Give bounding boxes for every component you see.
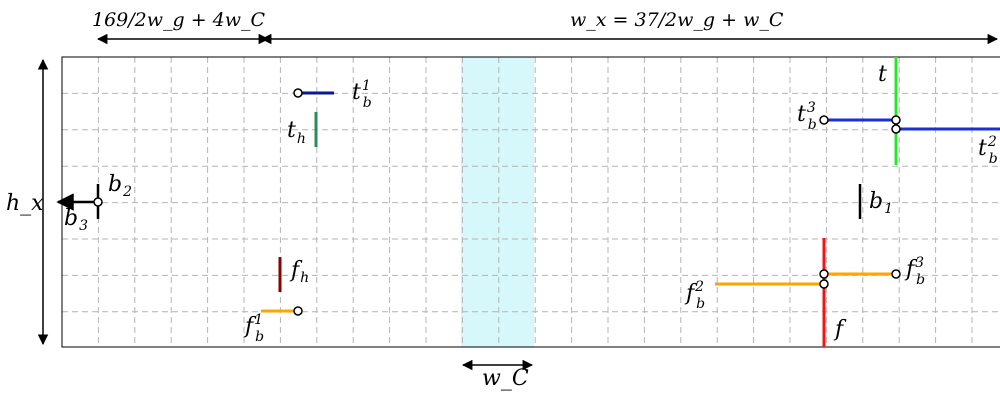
pin-f-2 — [819, 279, 829, 289]
channel-column — [461, 57, 534, 347]
pin-t-b1 — [293, 88, 303, 98]
label-t-h: th — [287, 118, 306, 147]
label-t: t — [878, 62, 887, 87]
pin-f-1 — [819, 269, 829, 279]
height-label: h_x — [6, 191, 44, 216]
label-b1: b1 — [869, 189, 893, 217]
left-width-label: 169/2w_g + 4w_C — [92, 9, 266, 31]
label-t-b3: t3 b — [797, 100, 817, 133]
pin-t-b3 — [819, 115, 829, 125]
pin-f-b3 — [891, 269, 901, 279]
pin-t-2 — [891, 124, 901, 134]
label-f-h: fh — [289, 258, 309, 286]
label-f-b3: f3 b — [904, 255, 925, 288]
right-width-label: w_x = 37/2w_g + w_C — [570, 9, 784, 31]
pin-b2 — [93, 197, 103, 207]
label-t-b1: t1 b — [352, 78, 372, 111]
pin-t-1 — [891, 115, 901, 125]
label-b3: b3 — [64, 206, 88, 234]
grid — [62, 57, 1000, 347]
channel-width-label: w_C — [482, 366, 529, 391]
label-f-b2: f2 b — [684, 279, 705, 312]
label-b2: b2 — [108, 172, 132, 200]
pin-f-b1 — [293, 306, 303, 316]
label-t-b2: t2 b — [978, 134, 998, 167]
label-f-b1: f1 b — [243, 312, 264, 345]
label-f: f — [833, 317, 847, 342]
